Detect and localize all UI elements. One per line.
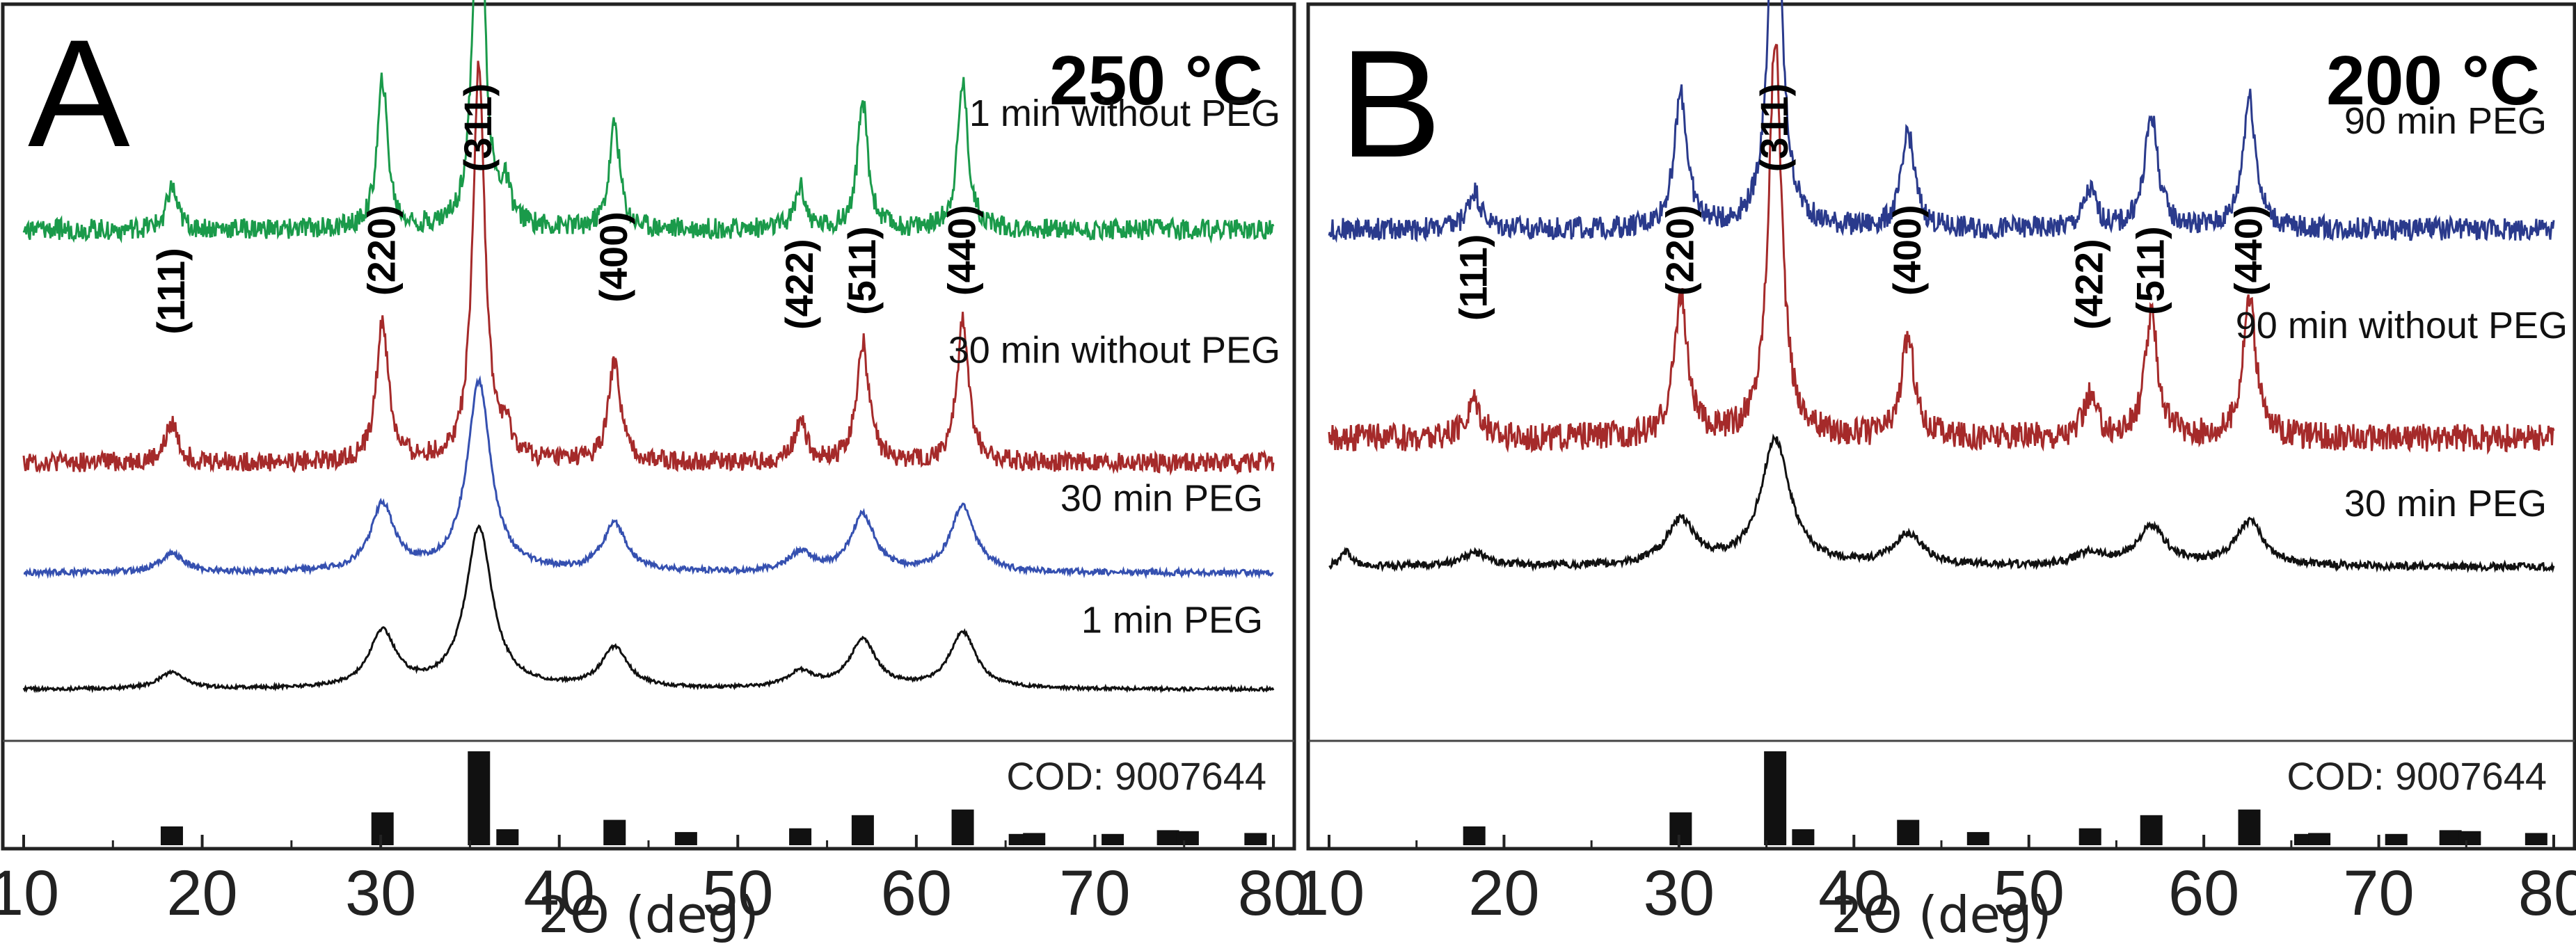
x-tick-label: 20 bbox=[166, 858, 237, 929]
reference-bar bbox=[851, 815, 874, 845]
reference-bar bbox=[2078, 828, 2101, 845]
x-tick-label: 80 bbox=[2518, 858, 2576, 929]
series-line bbox=[22, 524, 1275, 694]
peak-label: (111) bbox=[1452, 234, 1495, 321]
peak-label: (400) bbox=[591, 211, 635, 303]
x-tick-label: 10 bbox=[0, 858, 59, 929]
reference-bar bbox=[2140, 815, 2163, 845]
x-tick-label: 40 bbox=[1818, 858, 1889, 929]
reference-bar bbox=[1244, 833, 1267, 845]
panel-title: 250 °C bbox=[1049, 42, 1263, 120]
series-line bbox=[1328, 43, 2555, 455]
reference-bar bbox=[2238, 809, 2261, 845]
x-tick-label: 60 bbox=[881, 858, 952, 929]
reference-bar bbox=[2308, 833, 2331, 845]
x-axis-label: 2Θ (deg) bbox=[538, 886, 758, 944]
peak-label: (111) bbox=[149, 248, 193, 335]
reference-bar bbox=[468, 751, 491, 845]
x-tick-label: 80 bbox=[1238, 858, 1309, 929]
panel-b: B 200 °C90 min PEG 90 min without PEG 30 mi… bbox=[1294, 0, 2576, 944]
peak-label: (220) bbox=[1657, 205, 1701, 296]
series-label: 1 min without PEG bbox=[969, 93, 1280, 134]
peak-label: (440) bbox=[2227, 205, 2271, 296]
x-tick-label: 30 bbox=[345, 858, 416, 929]
reference-bar bbox=[1023, 833, 1046, 845]
reference-bar bbox=[2458, 831, 2481, 845]
reference-bar bbox=[2525, 833, 2547, 845]
reference-bar bbox=[1669, 812, 1692, 845]
x-tick-label: 70 bbox=[1059, 858, 1130, 929]
series-line bbox=[22, 61, 1275, 477]
panel-a: A 250 °C1 min without PEG 30 min without P… bbox=[0, 0, 1309, 944]
reference-bar bbox=[1897, 819, 1920, 845]
peak-label: (422) bbox=[2067, 239, 2111, 330]
series-label: 1 min PEG bbox=[1081, 600, 1263, 641]
reference-bar bbox=[1792, 829, 1815, 845]
reference-bar bbox=[951, 809, 974, 845]
reference-bar bbox=[1764, 751, 1787, 845]
peak-label: (311) bbox=[1752, 83, 1796, 173]
x-tick-label: 70 bbox=[2343, 858, 2414, 929]
peak-label: (440) bbox=[940, 205, 984, 296]
series-line bbox=[1328, 433, 2555, 573]
series-line bbox=[1328, 0, 2555, 243]
peak-label: (422) bbox=[777, 239, 821, 330]
peak-label: (220) bbox=[360, 205, 404, 296]
peak-label: (511) bbox=[2129, 226, 2172, 315]
reference-bar bbox=[1176, 831, 1199, 845]
reference-bar bbox=[2439, 830, 2462, 845]
reference-bar bbox=[603, 819, 626, 845]
series-line bbox=[23, 375, 1274, 579]
x-tick-label: 20 bbox=[1468, 858, 1539, 929]
x-tick-label: 50 bbox=[1994, 858, 2065, 929]
x-tick-label: 30 bbox=[1644, 858, 1715, 929]
reference-bar bbox=[1156, 830, 1179, 845]
reference-bar bbox=[371, 812, 394, 845]
x-axis-label: 2Θ (deg) bbox=[1831, 886, 2051, 944]
series-label: 90 min PEG bbox=[2344, 100, 2547, 142]
panel-title: 200 °C bbox=[2326, 42, 2540, 120]
series-label: 30 min PEG bbox=[1060, 478, 1263, 520]
reference-bar bbox=[674, 832, 697, 845]
panel-letter: B bbox=[1339, 18, 1442, 189]
reference-bar bbox=[1966, 832, 1989, 845]
x-tick-label: 10 bbox=[1294, 858, 1365, 929]
reference-bar bbox=[496, 829, 519, 845]
series-line bbox=[22, 0, 1275, 244]
reference-bar bbox=[789, 828, 812, 845]
series-label: 30 min PEG bbox=[2344, 483, 2547, 525]
reference-label: COD: 9007644 bbox=[1006, 754, 1266, 798]
x-tick-label: 60 bbox=[2168, 858, 2239, 929]
peak-label: (511) bbox=[840, 226, 884, 315]
reference-label: COD: 9007644 bbox=[2287, 754, 2547, 798]
reference-bar bbox=[2385, 833, 2408, 845]
reference-bar bbox=[1463, 826, 1486, 845]
reference-bar bbox=[1102, 833, 1124, 845]
series-label: 90 min without PEG bbox=[2236, 305, 2568, 346]
x-tick-label: 40 bbox=[524, 858, 595, 929]
x-tick-label: 50 bbox=[702, 858, 773, 929]
panel-letter: A bbox=[28, 8, 130, 179]
series-label: 30 min without PEG bbox=[948, 329, 1280, 371]
peak-label: (400) bbox=[1885, 205, 1929, 296]
peak-label: (311) bbox=[456, 83, 500, 173]
reference-bar bbox=[160, 826, 183, 845]
